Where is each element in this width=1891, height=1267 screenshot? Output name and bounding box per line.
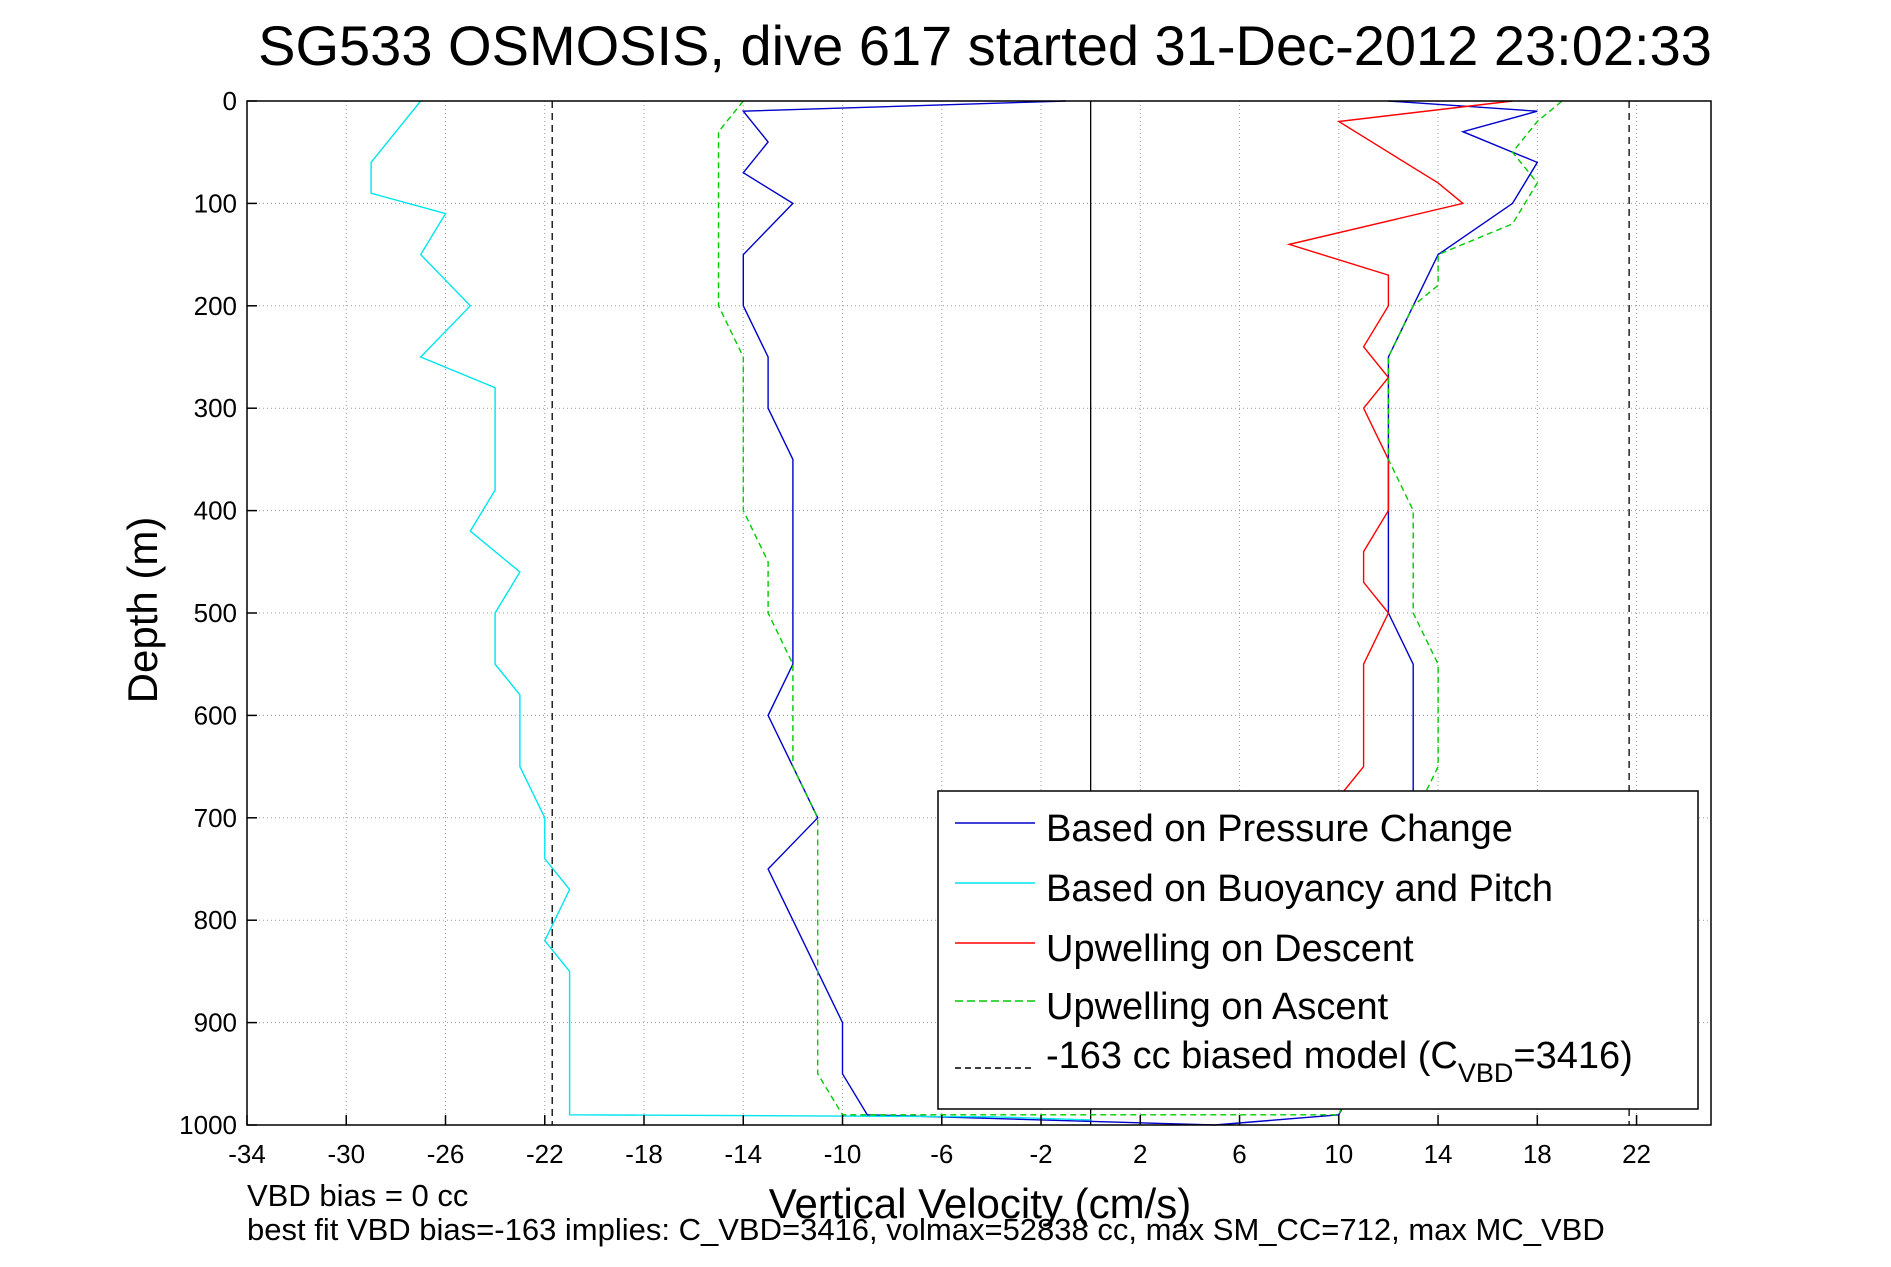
- x-tick-label: -14: [724, 1139, 762, 1169]
- legend-label-model-tail: =3416): [1513, 1035, 1632, 1077]
- x-tick-label: 18: [1523, 1139, 1552, 1169]
- x-tick-label: -34: [228, 1139, 266, 1169]
- x-tick-label: 14: [1424, 1139, 1453, 1169]
- legend-label-buoyancy: Based on Buoyancy and Pitch: [1046, 868, 1553, 910]
- legend: Based on Pressure Change Based on Buoyan…: [937, 790, 1699, 1110]
- y-tick-label: 1000: [179, 1110, 237, 1140]
- x-tick-label: 6: [1232, 1139, 1246, 1169]
- tick-layer: -34 -30 -26 -22 -18 -14 -10 -6 -2 2 6 10 14 18 2201002…: [179, 86, 1651, 1169]
- legend-label-model: -163 cc biased model (CVBD=3416): [1046, 1035, 1633, 1088]
- x-tick-label: -22: [526, 1139, 564, 1169]
- y-tick-label: 500: [194, 598, 237, 628]
- series-line: [1286, 100, 1513, 798]
- y-axis-label: Depth (m): [119, 517, 166, 704]
- y-tick-label: 400: [194, 496, 237, 526]
- legend-label-model-main: -163 cc biased model (C: [1046, 1035, 1458, 1077]
- x-axis-label: Vertical Velocity (cm/s): [769, 1180, 1191, 1227]
- x-tick-label: -10: [824, 1139, 862, 1169]
- footer-best-fit: best fit VBD bias=-163 implies: C_VBD=34…: [247, 1212, 1605, 1247]
- y-tick-label: 200: [194, 291, 237, 321]
- chart-title: SG533 OSMOSIS, dive 617 started 31-Dec-2…: [258, 14, 1712, 77]
- y-tick-label: 0: [223, 86, 237, 116]
- y-tick-label: 800: [194, 905, 237, 935]
- y-tick-label: 600: [194, 700, 237, 730]
- x-tick-label: -18: [625, 1139, 663, 1169]
- y-tick-label: 100: [194, 188, 237, 218]
- series-line: [370, 100, 1091, 1121]
- x-tick-label: 10: [1324, 1139, 1353, 1169]
- y-tick-label: 700: [194, 803, 237, 833]
- x-tick-label: -26: [427, 1139, 465, 1169]
- x-tick-label: -2: [1029, 1139, 1052, 1169]
- x-tick-label: -30: [327, 1139, 365, 1169]
- series-layer: [370, 100, 1563, 1126]
- x-tick-label: -6: [930, 1139, 953, 1169]
- y-tick-label: 900: [194, 1008, 237, 1038]
- x-tick-label: 2: [1133, 1139, 1147, 1169]
- legend-box: [937, 790, 1699, 1110]
- legend-label-descent: Upwelling on Descent: [1046, 928, 1414, 970]
- legend-label-ascent: Upwelling on Ascent: [1046, 986, 1389, 1028]
- series-line: [717, 100, 1563, 1116]
- legend-label-model-sub: VBD: [1458, 1058, 1514, 1088]
- x-tick-label: 22: [1622, 1139, 1651, 1169]
- y-tick-label: 300: [194, 393, 237, 423]
- footer-vbd-bias: VBD bias = 0 cc: [247, 1178, 469, 1213]
- legend-label-pressure: Based on Pressure Change: [1046, 808, 1513, 850]
